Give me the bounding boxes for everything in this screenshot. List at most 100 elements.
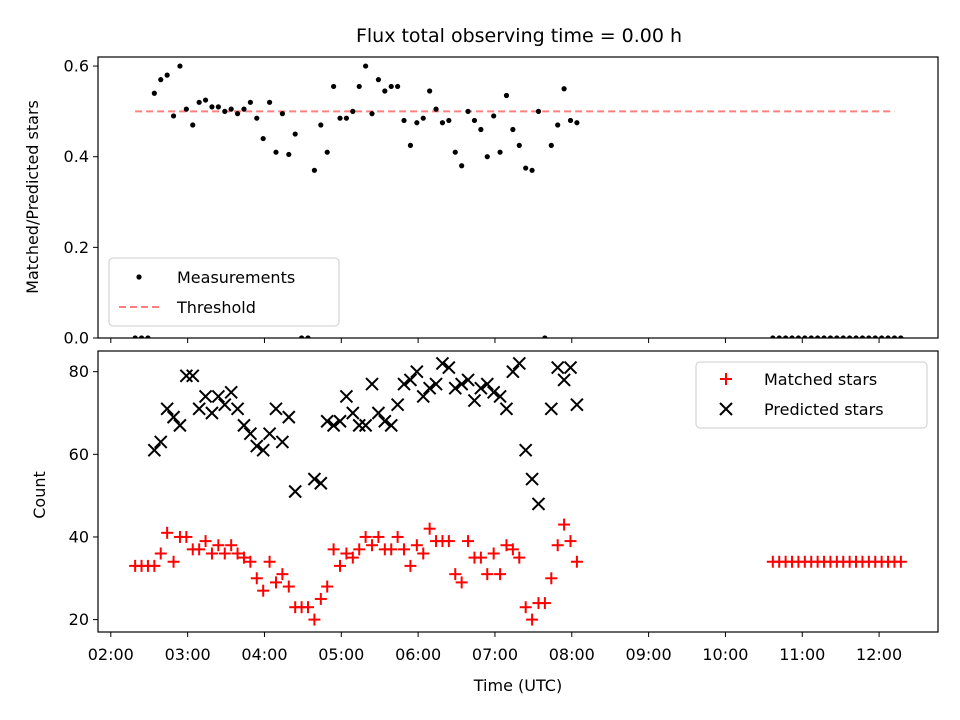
legend-measurements-label: Measurements xyxy=(177,268,295,287)
x-tick-label: 04:00 xyxy=(241,645,287,664)
matched-stars-point xyxy=(161,526,174,539)
measurement-point xyxy=(808,335,814,338)
predicted-stars-point xyxy=(557,373,571,387)
predicted-stars-point xyxy=(358,418,373,433)
measurement-point xyxy=(503,92,510,99)
measurement-point xyxy=(337,115,343,121)
measurement-point xyxy=(484,154,490,160)
legend-measurements-marker xyxy=(136,274,142,280)
predicted-stars-point xyxy=(435,356,450,371)
measurement-point xyxy=(789,335,795,338)
ratio-y-tick-label: 0.0 xyxy=(64,329,89,348)
measurement-point xyxy=(202,97,209,103)
matched-stars-point xyxy=(199,535,212,548)
measurement-point xyxy=(523,165,529,171)
measurement-point xyxy=(879,335,885,338)
x-tick-label: 12:00 xyxy=(856,645,902,664)
matched-stars-point xyxy=(551,539,564,552)
matched-stars-point xyxy=(538,597,551,610)
matched-stars-point xyxy=(237,551,250,564)
predicted-stars-point xyxy=(314,476,328,490)
predicted-stars-point xyxy=(448,381,462,395)
ratio-y-ticks: 0.0 0.2 0.4 0.6 xyxy=(64,57,98,348)
legend-threshold-label: Threshold xyxy=(176,298,256,317)
measurement-point xyxy=(183,106,189,112)
measurement-point xyxy=(491,113,497,119)
x-tick-label: 11:00 xyxy=(779,645,825,664)
predicted-stars-point xyxy=(218,398,232,412)
measurement-point xyxy=(196,99,202,105)
measurement-point xyxy=(331,83,337,90)
measurement-point xyxy=(260,135,266,142)
measurement-point xyxy=(414,120,420,126)
matched-stars-point xyxy=(314,592,327,605)
measurement-point xyxy=(770,335,776,338)
measurement-point xyxy=(815,335,821,338)
predicted-stars-point xyxy=(230,402,245,416)
count-y-tick-label: 20 xyxy=(69,610,89,629)
predicted-stars-point xyxy=(454,377,469,391)
predicted-stars-point xyxy=(166,410,181,424)
matched-stars-point xyxy=(212,539,225,552)
measurement-point xyxy=(234,111,241,117)
measurement-point xyxy=(834,335,840,338)
matched-stars-point xyxy=(321,580,334,593)
ratio-y-tick-label: 0.6 xyxy=(64,57,89,76)
matched-stars-point xyxy=(366,539,379,552)
measurement-point xyxy=(574,120,580,126)
matched-stars-point xyxy=(894,555,907,568)
measurement-point xyxy=(802,335,808,338)
count-y-tick-label: 40 xyxy=(69,527,89,546)
measurement-point xyxy=(228,106,234,112)
measurement-point xyxy=(439,120,446,126)
x-tick-label: 05:00 xyxy=(318,645,364,664)
measurement-point xyxy=(388,83,394,90)
ratio-plot-area xyxy=(132,63,904,338)
measurement-point xyxy=(266,99,273,105)
predicted-stars-point xyxy=(384,418,398,433)
matched-stars-point xyxy=(372,530,385,543)
predicted-stars-point xyxy=(531,497,546,511)
predicted-stars-point xyxy=(390,398,405,412)
measurement-point xyxy=(254,115,260,121)
predicted-stars-point xyxy=(416,389,430,404)
predicted-stars-point xyxy=(154,435,168,449)
measurement-point xyxy=(305,335,311,338)
measurement-point xyxy=(318,122,324,128)
predicted-stars-point xyxy=(467,393,482,408)
measurement-point xyxy=(407,142,414,148)
predicted-stars-point xyxy=(326,418,341,433)
predicted-stars-point xyxy=(250,439,264,453)
predicted-stars-point xyxy=(403,373,418,387)
measurement-point xyxy=(459,163,465,169)
legend-matched-label: Matched stars xyxy=(764,370,877,389)
count-y-tick-label: 60 xyxy=(69,445,89,464)
legend-predicted-label: Predicted stars xyxy=(764,400,884,419)
predicted-stars-point xyxy=(237,418,251,433)
predicted-stars-point xyxy=(461,373,475,387)
matched-stars-point xyxy=(250,572,263,585)
matched-stars-point xyxy=(359,530,372,543)
count-y-tick-label: 80 xyxy=(69,362,89,381)
measurement-point xyxy=(872,335,878,338)
measurement-point xyxy=(465,108,471,114)
predicted-stars-point xyxy=(397,377,411,391)
predicted-stars-point xyxy=(269,402,283,416)
predicted-stars-point xyxy=(160,402,174,416)
matched-stars-point xyxy=(506,543,519,556)
measurement-point xyxy=(138,335,145,338)
ratio-axes-frame xyxy=(97,56,939,339)
measurement-point xyxy=(279,111,285,117)
measurement-point xyxy=(866,335,872,338)
count-legend: Matched stars Predicted stars xyxy=(695,361,928,429)
ratio-y-tick-label: 0.2 xyxy=(64,238,89,257)
measurement-point xyxy=(516,142,522,148)
predicted-stars-point xyxy=(211,389,226,404)
matched-stars-point xyxy=(455,576,468,589)
predicted-stars-point xyxy=(422,381,437,395)
matched-stars-point xyxy=(193,543,206,556)
predicted-stars-point xyxy=(474,381,488,395)
measurement-point xyxy=(215,104,221,110)
